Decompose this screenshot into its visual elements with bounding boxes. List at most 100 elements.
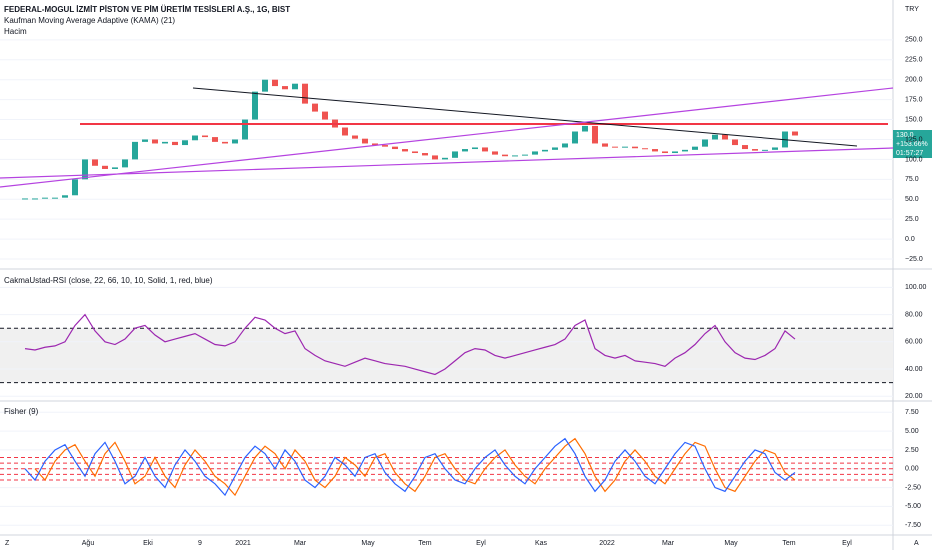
candle bbox=[132, 141, 138, 160]
candle bbox=[222, 141, 228, 144]
x-tick-label: Ağu bbox=[82, 540, 95, 547]
candle bbox=[42, 197, 48, 199]
x-tick-label: 2021 bbox=[235, 540, 251, 547]
currency: TRY bbox=[905, 6, 919, 13]
candle bbox=[712, 134, 718, 140]
y-tick-label: 25.0 bbox=[905, 216, 919, 223]
y-tick-label: -5.00 bbox=[905, 503, 921, 510]
candle bbox=[562, 143, 568, 148]
candle bbox=[652, 149, 658, 152]
candle bbox=[572, 131, 578, 144]
candle bbox=[772, 147, 778, 150]
indicator-label: Kaufman Moving Average Adaptive (KAMA) (… bbox=[4, 16, 175, 25]
candle bbox=[672, 151, 678, 154]
candle bbox=[92, 159, 98, 166]
candle bbox=[142, 139, 148, 142]
x-tick-label: Tem bbox=[418, 540, 431, 547]
y-tick-label: -2.50 bbox=[905, 484, 921, 491]
candle bbox=[382, 145, 388, 147]
pane-title: CakmaUstad-RSI (close, 22, 66, 10, 10, S… bbox=[4, 276, 213, 285]
candle bbox=[292, 83, 298, 90]
y-tick-label: -7.50 bbox=[905, 522, 921, 529]
y-tick-label: 7.50 bbox=[905, 409, 919, 416]
candle bbox=[732, 139, 738, 146]
candle bbox=[432, 155, 438, 160]
candle bbox=[52, 197, 58, 199]
candle bbox=[612, 146, 618, 148]
candle bbox=[662, 151, 668, 154]
candle bbox=[402, 149, 408, 152]
y-tick-label: −25.0 bbox=[905, 256, 923, 263]
candle bbox=[342, 127, 348, 136]
y-tick-label: 5.00 bbox=[905, 428, 919, 435]
candle bbox=[722, 134, 728, 140]
candle bbox=[792, 131, 798, 136]
y-tick-label: 80.00 bbox=[905, 311, 923, 318]
candle bbox=[22, 198, 28, 200]
candle bbox=[472, 147, 478, 150]
candle bbox=[762, 149, 768, 151]
trend-line bbox=[0, 147, 894, 179]
candle bbox=[272, 79, 278, 87]
candle bbox=[122, 159, 128, 168]
x-tick-label: May bbox=[724, 540, 738, 547]
y-tick-label: 0.0 bbox=[905, 236, 915, 243]
candle bbox=[742, 145, 748, 150]
candle bbox=[282, 86, 288, 90]
candle bbox=[502, 154, 508, 157]
candle bbox=[172, 141, 178, 146]
candle bbox=[302, 83, 308, 104]
corner-button[interactable]: A bbox=[914, 540, 919, 547]
candle bbox=[632, 146, 638, 149]
candle bbox=[242, 119, 248, 140]
candle bbox=[192, 135, 198, 141]
candle bbox=[412, 151, 418, 154]
candle bbox=[252, 91, 258, 120]
candle bbox=[452, 151, 458, 158]
indicator-label: Hacim bbox=[4, 27, 27, 36]
y-tick-label: 20.00 bbox=[905, 393, 923, 400]
candle bbox=[182, 140, 188, 146]
trend-line bbox=[192, 87, 858, 147]
candle bbox=[162, 141, 168, 144]
x-tick-label: Mar bbox=[662, 540, 675, 547]
candle bbox=[592, 125, 598, 144]
y-tick-label: 225.0 bbox=[905, 57, 923, 64]
candle bbox=[312, 103, 318, 112]
candle bbox=[682, 149, 688, 152]
candle bbox=[212, 137, 218, 142]
candle bbox=[32, 198, 38, 200]
x-tick-label: Eyl bbox=[842, 540, 852, 547]
y-tick-label: 0.00 bbox=[905, 466, 919, 473]
candle bbox=[752, 149, 758, 151]
y-tick-label: 250.0 bbox=[905, 37, 923, 44]
candle bbox=[492, 151, 498, 155]
y-tick-label: 100.0 bbox=[905, 156, 923, 163]
corner-button[interactable]: Z bbox=[5, 540, 10, 547]
rsi-band bbox=[0, 328, 893, 383]
x-tick-label: May bbox=[361, 540, 375, 547]
candle bbox=[642, 148, 648, 150]
y-tick-label: 200.0 bbox=[905, 77, 923, 84]
y-tick-label: 100.00 bbox=[905, 284, 927, 291]
x-tick-label: 2022 bbox=[599, 540, 615, 547]
candle bbox=[442, 157, 448, 160]
price-tag-price: 130.0 bbox=[896, 132, 914, 139]
candle bbox=[582, 125, 588, 132]
candle bbox=[112, 167, 118, 169]
trend-line bbox=[0, 87, 894, 188]
price-tag-change: +153.66% bbox=[896, 141, 928, 148]
price-tag bbox=[893, 130, 932, 158]
candle bbox=[542, 149, 548, 152]
price-tag-countdown: 01:57:27 bbox=[896, 150, 923, 157]
y-tick-label: 2.50 bbox=[905, 447, 919, 454]
y-tick-label: 50.0 bbox=[905, 196, 919, 203]
candle bbox=[372, 143, 378, 146]
candle bbox=[262, 79, 268, 92]
candle bbox=[72, 179, 78, 196]
y-tick-label: 60.00 bbox=[905, 339, 923, 346]
y-tick-label: 40.00 bbox=[905, 366, 923, 373]
candle bbox=[532, 151, 538, 155]
x-tick-label: Kas bbox=[535, 540, 548, 547]
x-tick-label: Tem bbox=[782, 540, 795, 547]
